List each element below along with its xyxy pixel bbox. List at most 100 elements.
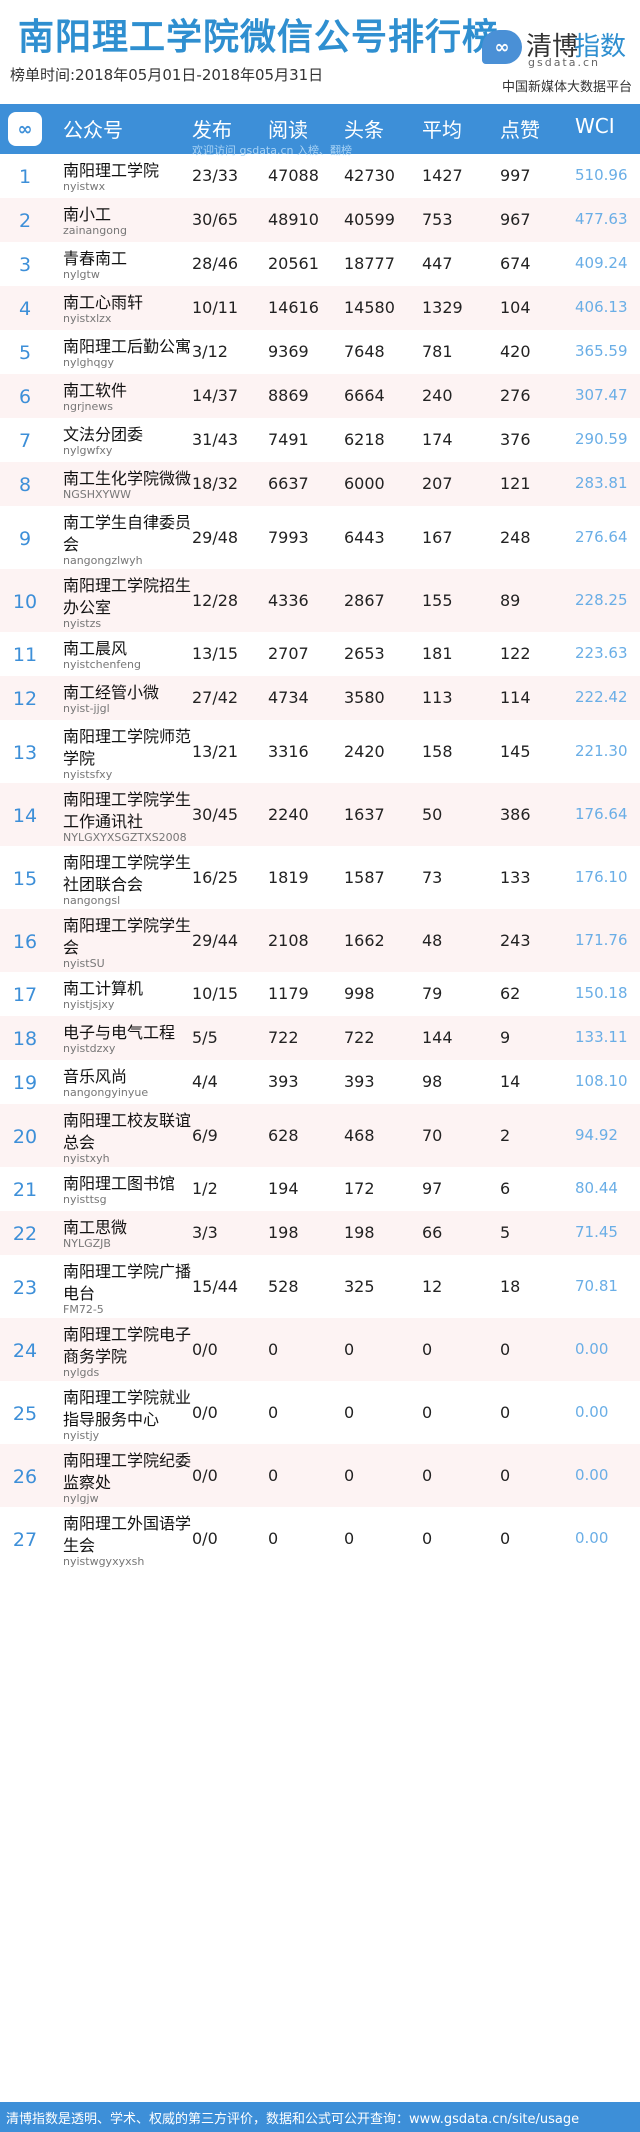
table-row[interactable]: 12 南工经管小微 nyist-jjgl 27/42 4734 3580 113 114 222…	[0, 676, 640, 720]
table-row[interactable]: 7 文法分团委 nylgwfxy 31/43 7491 6218 174 376 290.59	[0, 418, 640, 462]
account-name[interactable]: 音乐风尚	[63, 1067, 128, 1086]
table-row[interactable]: 5 南阳理工后勤公寓 nylghqgy 3/12 9369 7648 781 420 365.5…	[0, 330, 640, 374]
account-name[interactable]: 南阳理工后勤公寓	[63, 337, 192, 356]
header-account[interactable]: 公众号	[63, 118, 123, 142]
account-name[interactable]: 南阳理工学院学生社团联合会	[63, 853, 192, 894]
table-row[interactable]: 22 南工思微 NYLGZJB 3/3 198 198 66 5 71.45	[0, 1211, 640, 1255]
table-row[interactable]: 17 南工计算机 nyistjsjxy 10/15 1179 998 79 62 150.18	[0, 972, 640, 1016]
table-row[interactable]: 21 南阳理工图书馆 nyisttsg 1/2 194 172 97 6 80.44	[0, 1167, 640, 1211]
publish-count: 13/15	[192, 644, 239, 663]
rank-number: 14	[12, 805, 38, 827]
account-name[interactable]: 南阳理工学院广播电台	[63, 1262, 192, 1303]
table-row[interactable]: 20 南阳理工校友联谊总会 nyistxyh 6/9 628 468 70 2 94.92	[0, 1104, 640, 1167]
header-read[interactable]: 阅读	[268, 118, 308, 142]
infinity-logo-icon: ∞	[482, 30, 522, 64]
account-name[interactable]: 南阳理工外国语学生会	[63, 1514, 192, 1555]
like-count: 0	[500, 1403, 511, 1422]
table-row[interactable]: 23 南阳理工学院广播电台 FM72-5 15/44 528 325 12 18 70.81	[0, 1255, 640, 1318]
header-note: 欢迎访问 gsdata.cn 入榜、翻榜	[192, 144, 352, 157]
account-name[interactable]: 南阳理工学院师范学院	[63, 727, 192, 768]
account-id: NYLGZJB	[63, 1237, 111, 1250]
like-count: 386	[500, 805, 531, 824]
like-count: 997	[500, 166, 531, 185]
account-name[interactable]: 南阳理工图书馆	[63, 1174, 176, 1193]
average-count: 70	[422, 1126, 443, 1145]
read-count: 9369	[268, 342, 309, 361]
table-row[interactable]: 2 南小工 zainangong 30/65 48910 40599 753 967 477.6…	[0, 198, 640, 242]
account-name[interactable]: 南小工	[63, 205, 112, 224]
table-row[interactable]: 16 南阳理工学院学生会 nyistSU 29/44 2108 1662 48 243 171.…	[0, 909, 640, 972]
header-like[interactable]: 点赞	[500, 118, 540, 142]
header-publish[interactable]: 发布	[192, 118, 232, 142]
account-name[interactable]: 南工学生自律委员会	[63, 513, 192, 554]
account-name[interactable]: 南阳理工学院电子商务学院	[63, 1325, 192, 1366]
average-count: 0	[422, 1403, 433, 1422]
read-count: 8869	[268, 386, 309, 405]
account-name[interactable]: 南工心雨轩	[63, 293, 144, 312]
average-count: 73	[422, 868, 443, 887]
table-row[interactable]: 6 南工软件 ngrjnews 14/37 8869 6664 240 276 307.47	[0, 374, 640, 418]
table-row[interactable]: 18 电子与电气工程 nyistdzxy 5/5 722 722 144 9 133.11	[0, 1016, 640, 1060]
headline-count: 6664	[344, 386, 385, 405]
table-row[interactable]: 19 音乐风尚 nangongyinyue 4/4 393 393 98 14 108.10	[0, 1060, 640, 1104]
headline-count: 2867	[344, 591, 385, 610]
account-id: nangongyinyue	[63, 1086, 149, 1099]
rank-number: 18	[12, 1028, 38, 1050]
table-row[interactable]: 11 南工晨风 nyistchenfeng 13/15 2707 2653 181 122 22…	[0, 632, 640, 676]
like-count: 243	[500, 931, 531, 950]
table-row[interactable]: 24 南阳理工学院电子商务学院 nylgds 0/0 0 0 0 0 0.00	[0, 1318, 640, 1381]
headline-count: 1587	[344, 868, 385, 887]
rank-number: 17	[12, 984, 38, 1006]
account-name[interactable]: 南阳理工学院	[63, 161, 160, 180]
table-row[interactable]: 27 南阳理工外国语学生会 nyistwgyxyxsh 0/0 0 0 0 0 0.00	[0, 1507, 640, 1570]
read-count: 7993	[268, 528, 309, 547]
table-row[interactable]: 25 南阳理工学院就业指导服务中心 nyistjy 0/0 0 0 0 0 0.00	[0, 1381, 640, 1444]
account-name[interactable]: 南工经管小微	[63, 683, 160, 702]
account-id: nyistSU	[63, 957, 105, 970]
header-average[interactable]: 平均	[422, 118, 462, 142]
account-name[interactable]: 南工思微	[63, 1218, 128, 1237]
table-header: ∞ 公众号 发布 阅读 头条 平均 点赞 WCI 欢迎访问 gsdata.cn …	[0, 104, 640, 157]
average-count: 447	[422, 254, 453, 273]
account-name[interactable]: 南阳理工学院纪委监察处	[63, 1451, 192, 1492]
read-count: 0	[268, 1529, 279, 1548]
account-id: nyisttsg	[63, 1193, 107, 1206]
account-id: zainangong	[63, 224, 127, 237]
table-row[interactable]: 4 南工心雨轩 nyistxlzx 10/11 14616 14580 1329 104 406…	[0, 286, 640, 330]
account-name[interactable]: 南工软件	[63, 381, 128, 400]
table-row[interactable]: 15 南阳理工学院学生社团联合会 nangongsl 16/25 1819 1587 73 1…	[0, 846, 640, 909]
account-name[interactable]: 南阳理工学院学生会	[63, 916, 192, 957]
account-name[interactable]: 电子与电气工程	[63, 1023, 176, 1042]
headline-count: 40599	[344, 210, 395, 229]
account-name[interactable]: 南工晨风	[63, 639, 128, 658]
header-headline[interactable]: 头条	[344, 118, 384, 142]
table-row[interactable]: 3 青春南工 nylgtw 28/46 20561 18777 447 674 409.24	[0, 242, 640, 286]
account-name[interactable]: 南工计算机	[63, 979, 144, 998]
table-row[interactable]: 14 南阳理工学院学生工作通讯社 NYLGXYXSGZTXS2008 30/45 224…	[0, 783, 640, 846]
headline-count: 6443	[344, 528, 385, 547]
average-count: 79	[422, 984, 443, 1003]
table-row[interactable]: 10 南阳理工学院招生办公室 nyistzs 12/28 4336 2867 155 89 22…	[0, 569, 640, 632]
like-count: 967	[500, 210, 531, 229]
account-name[interactable]: 南阳理工学院就业指导服务中心	[63, 1388, 192, 1429]
like-count: 0	[500, 1340, 511, 1359]
table-row[interactable]: 9 南工学生自律委员会 nangongzlwyh 29/48 7993 6443 167 24…	[0, 506, 640, 569]
table-row[interactable]: 1 南阳理工学院 nyistwx 23/33 47088 42730 1427 997 510.…	[0, 154, 640, 198]
table-row[interactable]: 26 南阳理工学院纪委监察处 nylgjw 0/0 0 0 0 0 0.00	[0, 1444, 640, 1507]
wci-score: 150.18	[575, 984, 628, 1002]
account-name[interactable]: 南工生化学院微微	[63, 469, 192, 488]
account-name[interactable]: 文法分团委	[63, 425, 144, 444]
table-row[interactable]: 8 南工生化学院微微 NGSHXYWW 18/32 6637 6000 207 121 283.…	[0, 462, 640, 506]
account-name[interactable]: 南阳理工校友联谊总会	[63, 1111, 192, 1152]
account-id: nylgjw	[63, 1492, 99, 1505]
account-name[interactable]: 青春南工	[63, 249, 128, 268]
average-count: 0	[422, 1529, 433, 1548]
gsdata-logo[interactable]: ∞ 清博 指数 gsdata.cn	[482, 26, 632, 69]
table-row[interactable]: 13 南阳理工学院师范学院 nyistsfxy 13/21 3316 2420 158 145…	[0, 720, 640, 783]
header-wci[interactable]: WCI	[575, 114, 615, 138]
like-count: 5	[500, 1223, 511, 1242]
account-id: nyistxyh	[63, 1152, 110, 1165]
like-count: 420	[500, 342, 531, 361]
account-name[interactable]: 南阳理工学院学生工作通讯社	[63, 790, 192, 831]
account-name[interactable]: 南阳理工学院招生办公室	[63, 576, 192, 617]
